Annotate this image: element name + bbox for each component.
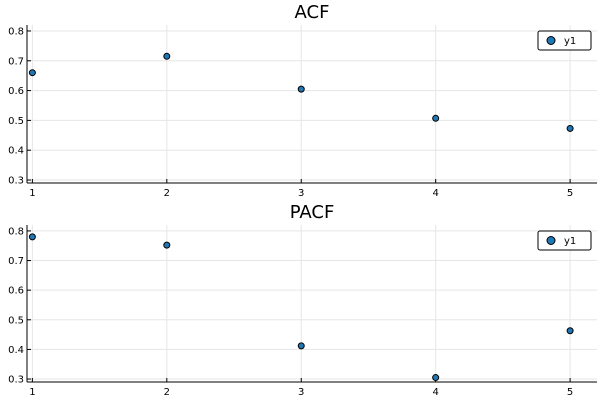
y-tick-label: 0.5 (8, 315, 24, 326)
data-point (163, 52, 171, 60)
y-tick-label: 0.3 (8, 176, 24, 187)
chart-panel-pacf: 1 2 3 4 5 0.3 0.4 0.5 0.6 0.7 0.8 PACF y1 (8, 202, 597, 398)
x-tick-label: 4 (432, 387, 438, 398)
y-tick-label: 0.4 (8, 146, 24, 157)
x-tick-label: 2 (164, 188, 170, 199)
legend-marker (546, 236, 556, 245)
y-tick-label: 0.6 (8, 286, 24, 297)
x-tick-label: 5 (567, 387, 573, 398)
x-tick-label: 1 (29, 387, 35, 398)
y-tick-label: 0.7 (8, 56, 24, 67)
data-point (432, 114, 440, 122)
x-tick-label: 4 (432, 188, 438, 199)
legend: y1 (537, 30, 592, 51)
y-tick-label: 0.7 (8, 256, 24, 267)
legend-label: y1 (564, 36, 576, 47)
x-tick-label: 2 (164, 387, 170, 398)
legend-box (537, 230, 592, 251)
data-point (28, 69, 36, 77)
data-point (297, 85, 305, 93)
chart-title: PACF (290, 202, 335, 223)
chart-panel-acf: 1 2 3 4 5 0.3 0.4 0.5 0.6 0.7 0.8 ACF y1 (8, 2, 597, 199)
y-tick-label: 0.8 (8, 226, 24, 237)
data-point (566, 327, 574, 335)
y-tick-label: 0.8 (8, 26, 24, 37)
legend-marker (546, 36, 556, 45)
x-tick-label: 3 (298, 387, 304, 398)
x-tick-label: 5 (567, 188, 573, 199)
data-point (163, 241, 171, 249)
y-tick-label: 0.5 (8, 116, 24, 127)
data-point (432, 374, 440, 382)
legend-label: y1 (564, 236, 576, 247)
legend: y1 (537, 230, 592, 251)
data-point (297, 342, 305, 350)
y-tick-label: 0.3 (8, 375, 24, 386)
data-point (566, 124, 574, 132)
y-tick-label: 0.4 (8, 345, 24, 356)
legend-box (537, 30, 592, 51)
x-tick-label: 3 (298, 188, 304, 199)
x-tick-label: 1 (29, 188, 35, 199)
data-point (28, 233, 36, 241)
chart-title: ACF (295, 2, 330, 23)
y-tick-label: 0.6 (8, 86, 24, 97)
